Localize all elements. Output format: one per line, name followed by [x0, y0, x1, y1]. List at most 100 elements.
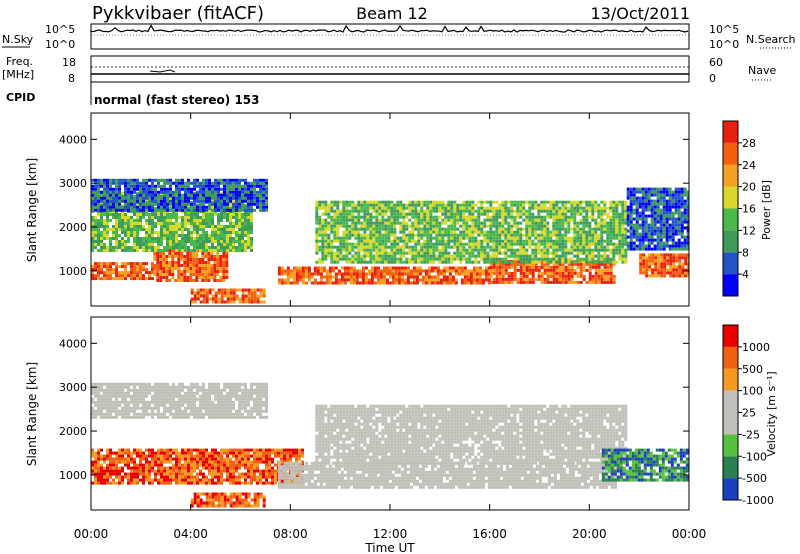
heatmap-cell	[528, 227, 532, 231]
heatmap-cell	[142, 262, 145, 266]
heatmap-cell	[142, 193, 145, 197]
heatmap-cell	[471, 200, 475, 204]
heatmap-cell	[555, 239, 559, 243]
heatmap-cell	[139, 184, 142, 188]
heatmap-cell	[484, 275, 488, 279]
heatmap-cell	[196, 246, 199, 249]
heatmap-cell	[127, 271, 130, 275]
heatmap-cell	[465, 218, 469, 222]
heatmap-cell	[426, 203, 430, 207]
heatmap-cell	[420, 212, 424, 216]
heatmap-cell	[103, 225, 106, 228]
heatmap-cell	[600, 227, 604, 231]
heatmap-cell	[345, 212, 349, 216]
heatmap-cell	[681, 256, 685, 260]
heatmap-cell	[321, 224, 325, 228]
heatmap-cell	[220, 187, 223, 191]
heatmap-cell	[534, 206, 538, 210]
heatmap-cell	[650, 211, 654, 215]
heatmap-cell	[193, 192, 196, 195]
heatmap-cell	[189, 276, 193, 279]
heatmap-cell	[618, 218, 622, 222]
heatmap-cell	[603, 200, 607, 204]
heatmap-cell	[163, 181, 166, 185]
heatmap-cell	[564, 254, 568, 258]
heatmap-cell	[340, 272, 344, 276]
heatmap-cell	[328, 278, 332, 282]
heatmap-cell	[471, 242, 475, 246]
heatmap-cell	[100, 181, 103, 185]
heatmap-cell	[430, 269, 434, 273]
heatmap-cell	[379, 281, 383, 285]
heatmap-cell	[576, 260, 580, 264]
heatmap-cell	[384, 224, 388, 228]
heatmap-cell	[172, 231, 175, 234]
heatmap-cell	[644, 199, 648, 203]
heatmap-cell	[609, 248, 613, 252]
heatmap-cell	[444, 215, 448, 219]
heatmap-cell	[427, 269, 431, 273]
heatmap-cell	[402, 254, 406, 258]
heatmap-cell	[591, 230, 595, 234]
heatmap-cell	[354, 233, 358, 237]
heatmap-cell	[465, 215, 469, 219]
heatmap-cell	[453, 254, 457, 258]
heatmap-cell	[549, 257, 553, 261]
heatmap-cell	[222, 270, 226, 273]
heatmap-cell	[393, 242, 397, 246]
heatmap-cell	[226, 187, 229, 191]
heatmap-cell	[157, 208, 160, 212]
heatmap-cell	[163, 187, 166, 191]
heatmap-cell	[420, 230, 424, 234]
heatmap-cell	[393, 227, 397, 231]
heatmap-cell	[387, 236, 391, 240]
heatmap-cell	[334, 272, 338, 276]
heatmap-cell	[217, 184, 220, 188]
heatmap-cell	[256, 190, 259, 194]
heatmap-cell	[175, 202, 178, 206]
heatmap-cell	[537, 260, 541, 264]
heatmap-cell	[127, 216, 130, 219]
heatmap-cell	[232, 237, 235, 240]
heatmap-cell	[429, 206, 433, 210]
heatmap-cell	[337, 281, 341, 285]
heatmap-cell	[160, 219, 163, 222]
heatmap-cell	[162, 267, 166, 270]
heatmap-cell	[665, 214, 669, 218]
heatmap-cell	[379, 269, 383, 273]
heatmap-cell	[411, 233, 415, 237]
heatmap-cell	[680, 202, 684, 206]
heatmap-cell	[214, 208, 217, 212]
heatmap-cell	[193, 237, 196, 240]
heatmap-cell	[163, 196, 166, 200]
heatmap-cell	[629, 244, 633, 248]
heatmap-cell	[549, 268, 553, 272]
heatmap-cell	[151, 271, 154, 275]
heatmap-cell	[205, 184, 208, 188]
heatmap-cell	[393, 239, 397, 243]
heatmap-cell	[202, 190, 205, 194]
heatmap-cell	[659, 202, 663, 206]
heatmap-cell	[133, 277, 136, 281]
heatmap-cell	[626, 193, 630, 197]
heatmap-cell	[498, 230, 502, 234]
heatmap-cell	[387, 215, 391, 219]
heatmap-cell	[441, 254, 445, 258]
heatmap-cell	[441, 200, 445, 204]
heatmap-cell	[148, 237, 151, 240]
heatmap-cell	[124, 231, 127, 234]
heatmap-cell	[501, 218, 505, 222]
heatmap-cell	[196, 178, 199, 182]
heatmap-cell	[576, 274, 580, 278]
heatmap-cell	[91, 240, 94, 243]
heatmap-cell	[519, 215, 523, 219]
heatmap-cell	[351, 260, 355, 264]
heatmap-cell	[130, 249, 133, 252]
heatmap-cell	[339, 254, 343, 258]
heatmap-cell	[397, 278, 401, 282]
heatmap-cell	[112, 216, 115, 219]
heatmap-cell	[665, 208, 669, 212]
heatmap-cell	[193, 193, 196, 197]
heatmap-cell	[172, 243, 175, 246]
heatmap-cell	[653, 199, 657, 203]
